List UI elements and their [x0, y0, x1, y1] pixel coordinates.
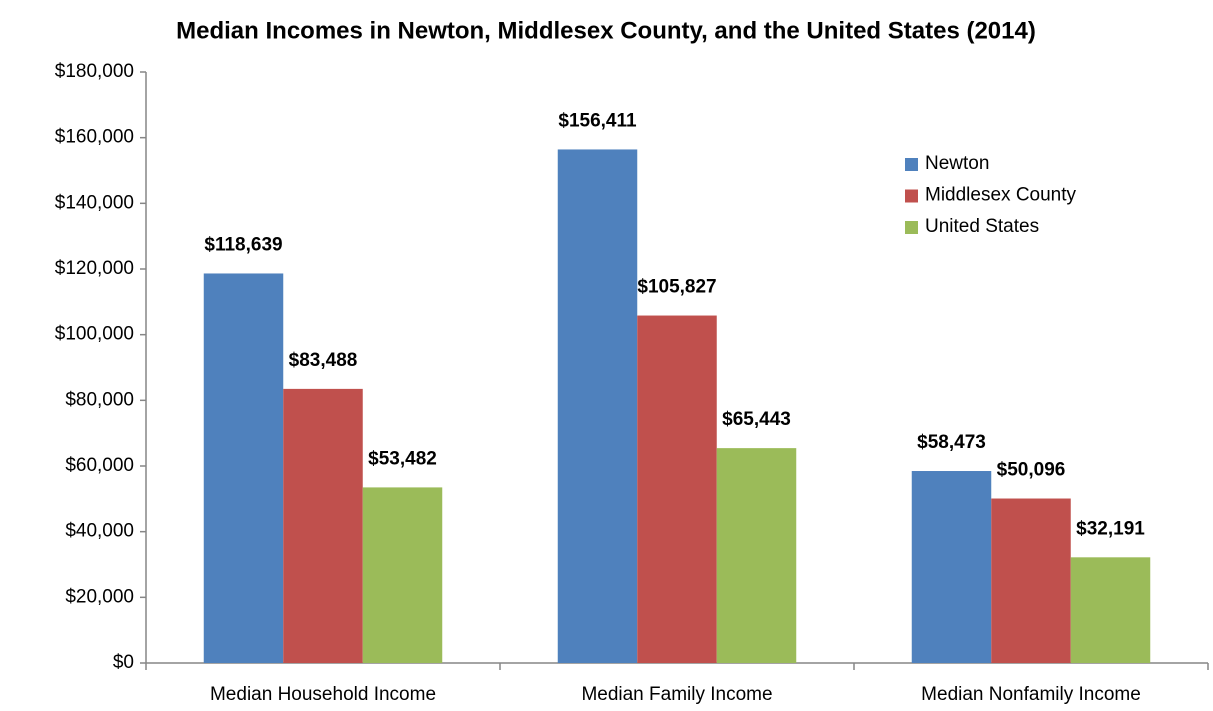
legend-label: Middlesex County [925, 185, 1077, 206]
data-label: $156,411 [558, 110, 637, 131]
x-tick-label: Median Nonfamily Income [921, 684, 1141, 705]
y-tick-label: $140,000 [55, 192, 134, 213]
y-tick-label: $80,000 [65, 389, 134, 410]
data-label: $118,639 [204, 234, 282, 255]
y-tick-label: $20,000 [65, 586, 134, 607]
y-tick-label: $160,000 [55, 127, 134, 148]
legend-swatch [905, 189, 918, 203]
chart-title: Median Incomes in Newton, Middlesex Coun… [176, 17, 1036, 44]
x-tick-label: Median Family Income [581, 684, 772, 705]
bar [1070, 557, 1151, 663]
bar [557, 149, 638, 663]
data-label: $32,191 [1076, 518, 1145, 539]
legend-swatch [905, 221, 918, 234]
bar [716, 448, 797, 663]
legend-swatch [905, 158, 918, 171]
y-tick-label: $60,000 [65, 455, 134, 476]
data-label: $65,443 [722, 409, 791, 430]
data-label: $50,096 [997, 460, 1066, 481]
data-label: $105,827 [637, 277, 716, 298]
y-tick-label: $100,000 [55, 324, 134, 345]
bar [362, 487, 443, 663]
y-tick-label: $120,000 [55, 258, 134, 279]
legend-label: United States [925, 216, 1039, 237]
bar [991, 498, 1071, 663]
bar [911, 471, 992, 663]
bar [203, 273, 284, 663]
bar [283, 388, 363, 663]
y-tick-label: $0 [113, 652, 134, 673]
bar [637, 315, 717, 663]
y-tick-label: $40,000 [65, 521, 134, 542]
y-tick-label: $180,000 [55, 61, 134, 82]
x-tick-label: Median Household Income [210, 684, 436, 705]
data-label: $53,482 [368, 448, 437, 469]
data-label: $58,473 [917, 432, 986, 453]
legend-label: Newton [925, 153, 989, 174]
data-label: $83,488 [289, 350, 358, 371]
